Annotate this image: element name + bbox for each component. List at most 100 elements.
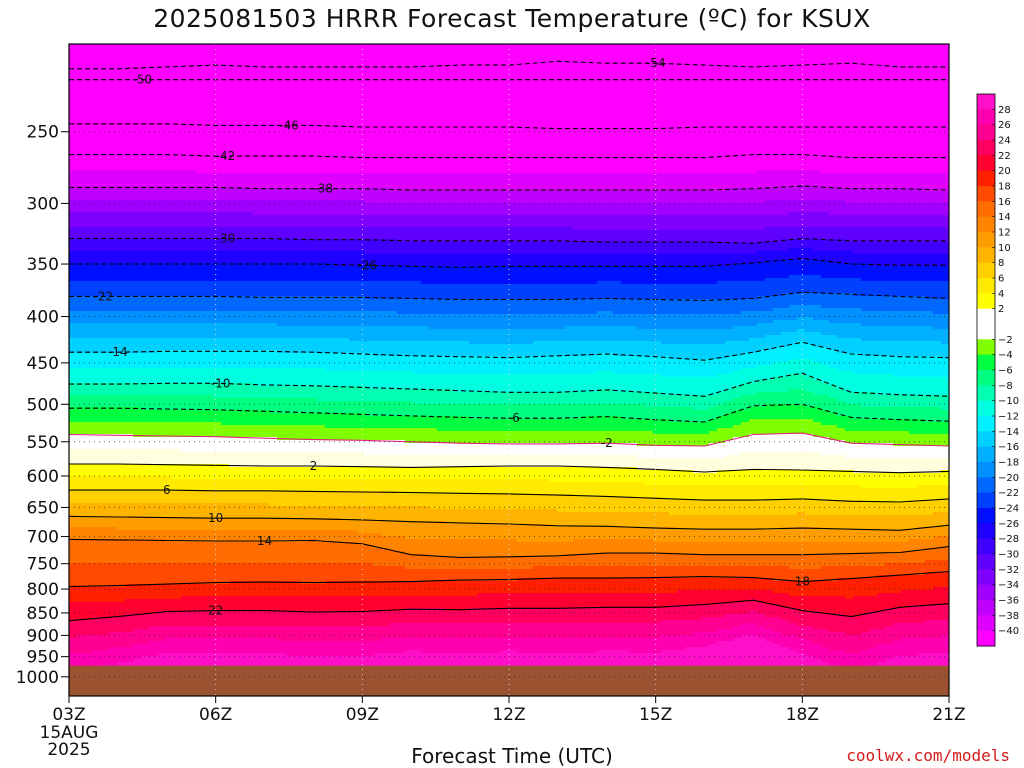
colorbar-swatch xyxy=(977,140,995,156)
colorbar-swatch xyxy=(977,477,995,493)
colorbar-label: 10 xyxy=(998,243,1011,254)
y-tick-label: 500 xyxy=(27,395,59,415)
colorbar-label: −32 xyxy=(998,565,1019,576)
colorbar-swatch xyxy=(977,186,995,202)
y-tick-label: 600 xyxy=(27,467,59,487)
x-tick-label: 12Z xyxy=(492,705,525,725)
y-tick-label: 350 xyxy=(27,255,59,275)
y-tick-label: 750 xyxy=(27,555,59,575)
colorbar-label: −10 xyxy=(998,396,1019,407)
colorbar-swatch xyxy=(977,569,995,585)
y-tick-label: 400 xyxy=(27,308,59,328)
colorbar-swatch xyxy=(977,217,995,233)
colorbar-label: 28 xyxy=(998,105,1011,116)
y-tick-label: 550 xyxy=(27,433,59,453)
x-tick-label: 03Z xyxy=(52,705,85,725)
colorbar-label: −24 xyxy=(998,504,1019,515)
colorbar-label: 20 xyxy=(998,166,1011,177)
colorbar-swatch xyxy=(977,293,995,309)
isotherm-label: 18 xyxy=(795,575,810,589)
colorbar-swatch xyxy=(977,523,995,539)
colorbar-swatch xyxy=(977,431,995,447)
colorbar: 282624222018161412108642−2−4−6−8−10−12−1… xyxy=(977,94,1019,647)
colorbar-label: −4 xyxy=(998,350,1013,361)
colorbar-swatch xyxy=(977,125,995,141)
colorbar-swatch xyxy=(977,201,995,217)
colorbar-swatch xyxy=(977,263,995,279)
y-tick-label: 250 xyxy=(27,123,59,143)
isotherm-label: 14 xyxy=(257,534,272,548)
x-tick-label: 18Z xyxy=(786,705,819,725)
x-tick-label: 09Z xyxy=(346,705,379,725)
isotherm-label: 6 xyxy=(163,483,171,497)
y-tick-label: 1000 xyxy=(16,668,59,688)
isotherm-label: -54 xyxy=(646,56,666,70)
colorbar-label: −12 xyxy=(998,412,1019,423)
colorbar-label: 14 xyxy=(998,212,1011,223)
y-tick-label: 900 xyxy=(27,626,59,646)
y-tick-label: 700 xyxy=(27,528,59,548)
isotherm-label: -42 xyxy=(216,149,236,163)
isotherm-label: -14 xyxy=(108,345,128,359)
colorbar-swatch xyxy=(977,600,995,616)
colorbar-label: −26 xyxy=(998,519,1019,530)
colorbar-label: −8 xyxy=(998,381,1013,392)
colorbar-label: −6 xyxy=(998,366,1013,377)
y-tick-label: 850 xyxy=(27,604,59,624)
isotherm-label: -46 xyxy=(279,118,299,132)
colorbar-label: 26 xyxy=(998,120,1011,131)
y-tick-label: 650 xyxy=(27,498,59,518)
colorbar-swatch xyxy=(977,401,995,417)
colorbar-label: −34 xyxy=(998,580,1019,591)
temperature-fill-field xyxy=(69,44,950,699)
x-tick-label: 15Z xyxy=(639,705,672,725)
colorbar-swatch xyxy=(977,232,995,248)
colorbar-label: 22 xyxy=(998,151,1011,162)
colorbar-swatch xyxy=(977,508,995,524)
y-tick-label: 450 xyxy=(27,354,59,374)
colorbar-swatch xyxy=(977,155,995,171)
colorbar-swatch xyxy=(977,370,995,386)
y-tick-label: 800 xyxy=(27,580,59,600)
colorbar-label: 2 xyxy=(998,304,1004,315)
colorbar-swatch xyxy=(977,171,995,187)
colorbar-swatch xyxy=(977,355,995,371)
colorbar-label: −22 xyxy=(998,488,1019,499)
isotherm-label: -22 xyxy=(93,289,113,303)
colorbar-swatch xyxy=(977,324,995,340)
colorbar-label: 6 xyxy=(998,274,1004,285)
colorbar-label: 16 xyxy=(998,197,1011,208)
colorbar-label: −40 xyxy=(998,626,1019,637)
colorbar-label: −28 xyxy=(998,534,1019,545)
colorbar-label: 12 xyxy=(998,228,1011,239)
colorbar-swatch xyxy=(977,109,995,125)
colorbar-swatch xyxy=(977,631,995,647)
colorbar-label: −38 xyxy=(998,611,1019,622)
colorbar-label: 8 xyxy=(998,258,1004,269)
colorbar-swatch xyxy=(977,247,995,263)
colorbar-label: −2 xyxy=(998,335,1013,346)
isotherm-label: -6 xyxy=(508,411,520,425)
colorbar-swatch xyxy=(977,539,995,555)
colorbar-swatch xyxy=(977,462,995,478)
colorbar-label: −16 xyxy=(998,442,1019,453)
y-tick-label: 300 xyxy=(27,194,59,214)
colorbar-swatch xyxy=(977,585,995,601)
colorbar-label: −30 xyxy=(998,550,1019,561)
isotherm-label: 10 xyxy=(208,511,223,525)
x-tick-label: 21Z xyxy=(932,705,965,725)
colorbar-label: 18 xyxy=(998,182,1011,193)
colorbar-swatch xyxy=(977,94,995,110)
y-tick-label: 950 xyxy=(27,648,59,668)
colorbar-swatch xyxy=(977,615,995,631)
colorbar-label: 24 xyxy=(998,136,1011,147)
isotherm-label: -50 xyxy=(133,73,153,87)
colorbar-swatch xyxy=(977,447,995,463)
colorbar-swatch xyxy=(977,339,995,355)
colorbar-swatch xyxy=(977,493,995,509)
isotherm-label: 22 xyxy=(208,604,223,618)
isotherm-label: -30 xyxy=(216,232,236,246)
ground-surface xyxy=(69,666,949,696)
isotherm-label: -2 xyxy=(601,436,613,450)
